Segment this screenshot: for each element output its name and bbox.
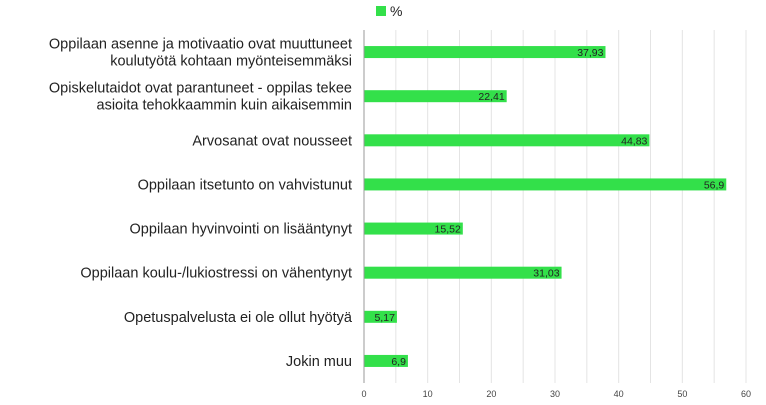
bar xyxy=(364,266,562,279)
legend: % xyxy=(376,3,402,19)
x-axis-ticks: 0 10 20 30 40 50 60 xyxy=(361,389,751,399)
x-tick-label: 40 xyxy=(614,389,624,399)
category-label: Opiskelutaidot ovat parantuneet - oppila… xyxy=(49,81,352,114)
bar xyxy=(364,354,408,367)
x-tick-label: 50 xyxy=(677,389,687,399)
category-label: Oppilaan asenne ja motivaatio ovat muutt… xyxy=(49,37,352,70)
data-labels: 37,93 22,41 44,83 56,9 15,52 31,03 5,17 6,9 xyxy=(374,47,724,368)
bar xyxy=(364,46,606,59)
legend-swatch xyxy=(376,6,386,16)
category-label: Oppilaan hyvinvointi on lisääntynyt xyxy=(130,222,352,238)
category-label: Opetuspalvelusta ei ole ollut hyötyä xyxy=(124,310,353,326)
data-label: 5,17 xyxy=(374,312,395,324)
x-tick-label: 10 xyxy=(423,389,433,399)
bars xyxy=(364,46,727,367)
x-tick-label: 20 xyxy=(486,389,496,399)
bar xyxy=(364,222,463,235)
bar xyxy=(364,178,727,191)
category-label: Jokin muu xyxy=(286,354,352,370)
bar xyxy=(364,134,650,147)
gridlines xyxy=(395,30,747,383)
bar xyxy=(364,90,507,103)
data-label: 15,52 xyxy=(435,224,461,236)
data-label: 22,41 xyxy=(478,91,504,103)
data-label: 31,03 xyxy=(533,268,559,280)
category-label: Arvosanat ovat nousseet xyxy=(192,133,352,149)
data-label: 56,9 xyxy=(704,179,725,191)
bar xyxy=(364,310,397,323)
data-label: 44,83 xyxy=(621,135,647,147)
category-label: Oppilaan itsetunto on vahvistunut xyxy=(138,177,352,193)
category-labels: Oppilaan asenne ja motivaatio ovat muutt… xyxy=(49,37,353,370)
data-label: 37,93 xyxy=(577,47,603,59)
x-tick-label: 0 xyxy=(361,389,366,399)
category-label: Oppilaan koulu-/lukiostressi on vähentyn… xyxy=(80,266,352,282)
legend-label: % xyxy=(390,3,402,19)
x-tick-label: 60 xyxy=(741,389,751,399)
data-label: 6,9 xyxy=(391,356,406,368)
x-tick-label: 30 xyxy=(550,389,560,399)
